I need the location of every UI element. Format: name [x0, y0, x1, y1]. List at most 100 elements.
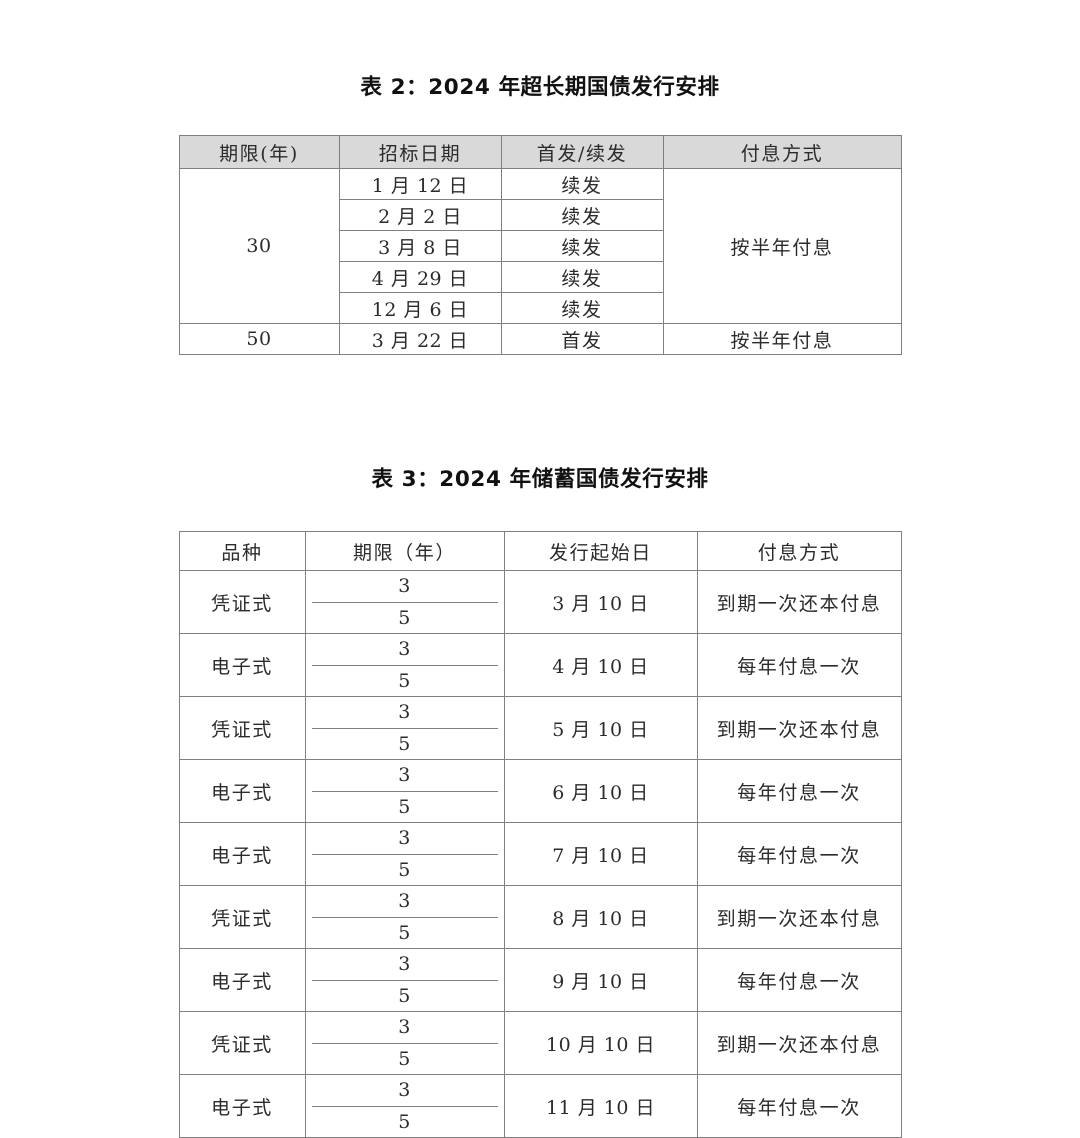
table3-term-value: 5 — [398, 984, 411, 1007]
table2-pay-50: 按半年付息 — [662, 323, 902, 355]
table2-pay-30: 按半年付息 — [662, 168, 902, 324]
table2-date: 12 月 6 日 — [338, 292, 502, 324]
table3-kind: 电子式 — [178, 633, 306, 697]
table3-body: 凭证式 3 5 3 月 10 日到期一次还本付息 电子式 3 5 4 月 10 日每年付息一次… — [178, 570, 902, 1138]
table3-term-value: 3 — [398, 827, 411, 850]
table3-term-value: 3 — [398, 890, 411, 913]
table3-term-value: 5 — [398, 1047, 411, 1070]
table2-term-30: 30 — [178, 168, 340, 324]
term-divider — [311, 790, 498, 792]
table3-header-row: 品种 期限（年） 发行起始日 付息方式 — [178, 531, 902, 571]
table3-term-value: 3 — [398, 575, 411, 598]
table3-kind: 凭证式 — [178, 570, 306, 634]
table3-kind: 电子式 — [178, 1074, 306, 1138]
table3-pay-method: 到期一次还本付息 — [696, 1011, 902, 1075]
table3-term-value: 5 — [398, 921, 411, 944]
table3-term-value: 3 — [398, 1016, 411, 1039]
table3-kind: 凭证式 — [178, 696, 306, 760]
term-divider — [311, 1105, 498, 1107]
table3-kind: 凭证式 — [178, 1011, 306, 1075]
table3-start-date: 7 月 10 日 — [503, 822, 698, 886]
table2-issue: 续发 — [500, 199, 664, 231]
table3-term-value: 5 — [398, 1110, 411, 1133]
table3-start-date: 5 月 10 日 — [503, 696, 698, 760]
table-row: 50 3 月 22 日 首发 按半年付息 — [178, 323, 902, 355]
table3-pay-method: 每年付息一次 — [696, 822, 902, 886]
table3-start-date: 11 月 10 日 — [503, 1074, 698, 1138]
table2-issue: 续发 — [500, 261, 664, 293]
table2-date: 3 月 8 日 — [338, 230, 502, 262]
table-row: 电子式 3 5 9 月 10 日每年付息一次 — [178, 948, 902, 1012]
table3-term-value: 3 — [398, 764, 411, 787]
table3-term-value: 5 — [398, 606, 411, 629]
table3-term-value: 5 — [398, 669, 411, 692]
table3-start-date: 8 月 10 日 — [503, 885, 698, 949]
table3-start-date: 4 月 10 日 — [503, 633, 698, 697]
table3-term-value: 3 — [398, 953, 411, 976]
term-divider — [311, 727, 498, 729]
table3-pay-method: 每年付息一次 — [696, 948, 902, 1012]
table2-header-row: 期限(年) 招标日期 首发/续发 付息方式 — [178, 135, 902, 169]
table2-date: 2 月 2 日 — [338, 199, 502, 231]
table3-pay-method: 到期一次还本付息 — [696, 696, 902, 760]
table-row: 凭证式 3 5 3 月 10 日到期一次还本付息 — [178, 570, 902, 634]
super-long-term-bond-table: 期限(年) 招标日期 首发/续发 付息方式 30 1 月 12 日 续发 按半年… — [178, 135, 902, 355]
table-row: 电子式 3 5 11 月 10 日每年付息一次 — [178, 1074, 902, 1138]
table3-start-date: 9 月 10 日 — [503, 948, 698, 1012]
table3-section: 表 3：2024 年储蓄国债发行安排 品种 期限（年） 发行起始日 付息方式 凭… — [0, 462, 1080, 1138]
table2-date: 1 月 12 日 — [338, 168, 502, 200]
table2-issue: 续发 — [500, 292, 664, 324]
table2-col-pay: 付息方式 — [662, 135, 902, 169]
table3-start-date: 3 月 10 日 — [503, 570, 698, 634]
table3-kind: 凭证式 — [178, 885, 306, 949]
table2-col-date: 招标日期 — [338, 135, 502, 169]
table-row: 12 月 6 日 续发 — [179, 292, 901, 324]
table-row: 电子式 3 5 6 月 10 日每年付息一次 — [178, 759, 902, 823]
savings-bond-table: 品种 期限（年） 发行起始日 付息方式 凭证式 3 5 3 月 10 日到期一次还本付… — [178, 531, 902, 1138]
table3-term-value: 5 — [398, 858, 411, 881]
table2-issue: 续发 — [500, 230, 664, 262]
table3-col-kind: 品种 — [178, 531, 306, 571]
table3-pay-method: 每年付息一次 — [696, 759, 902, 823]
table-row: 2 月 2 日 续发 — [179, 199, 901, 231]
term-divider — [311, 1042, 498, 1044]
table2-issue: 续发 — [500, 168, 664, 200]
term-divider — [311, 853, 498, 855]
term-divider — [311, 979, 498, 981]
table-row: 4 月 29 日 续发 — [179, 261, 901, 293]
table3-term-value: 5 — [398, 732, 411, 755]
table2-issue: 首发 — [500, 323, 664, 355]
table-row: 3 月 8 日 续发 — [179, 230, 901, 262]
table-row: 凭证式 3 5 8 月 10 日到期一次还本付息 — [178, 885, 902, 949]
table3-start-date: 6 月 10 日 — [503, 759, 698, 823]
table3-term-value: 3 — [398, 638, 411, 661]
table3-kind: 电子式 — [178, 948, 306, 1012]
table3-pay-method: 每年付息一次 — [696, 633, 902, 697]
term-divider — [311, 601, 498, 603]
term-divider — [311, 916, 498, 918]
table3-pay-method: 到期一次还本付息 — [696, 570, 902, 634]
table3-kind: 电子式 — [178, 822, 306, 886]
table3-col-term: 期限（年） — [304, 531, 505, 571]
table3-pay-method: 每年付息一次 — [696, 1074, 902, 1138]
table3-pay-method: 到期一次还本付息 — [696, 885, 902, 949]
table2-term-50: 50 — [178, 323, 340, 355]
table2-col-term: 期限(年) — [178, 135, 340, 169]
table3-start-date: 10 月 10 日 — [503, 1011, 698, 1075]
table-row: 电子式 3 5 4 月 10 日每年付息一次 — [178, 633, 902, 697]
table3-term-value: 3 — [398, 701, 411, 724]
table2-section: 表 2：2024 年超长期国债发行安排 期限(年) 招标日期 首发/续发 付息方… — [0, 70, 1080, 355]
term-divider — [311, 664, 498, 666]
table2-title: 表 2：2024 年超长期国债发行安排 — [360, 75, 720, 100]
table3-col-start: 发行起始日 — [503, 531, 698, 571]
table3-title: 表 3：2024 年储蓄国债发行安排 — [371, 467, 709, 492]
